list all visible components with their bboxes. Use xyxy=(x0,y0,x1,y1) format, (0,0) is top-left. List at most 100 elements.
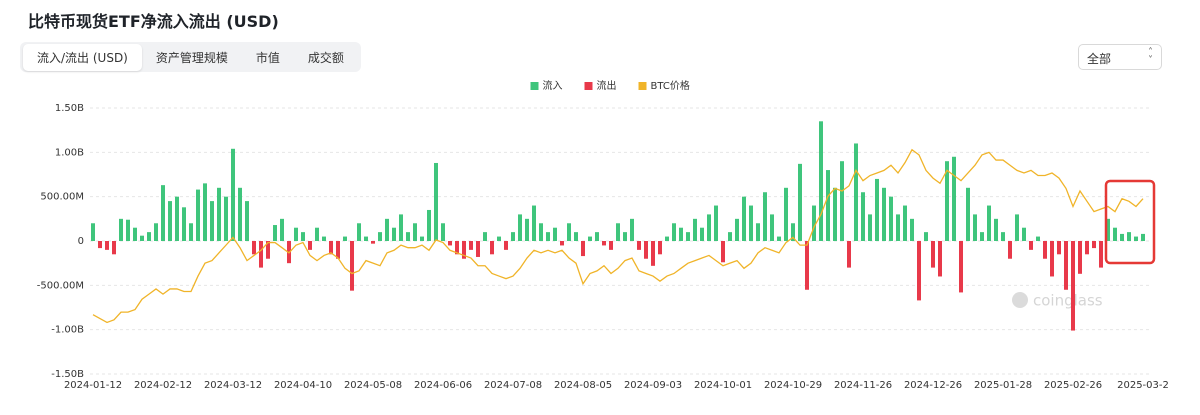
bar xyxy=(1043,241,1047,259)
bar xyxy=(945,161,949,241)
bar xyxy=(539,223,543,241)
bar xyxy=(861,192,865,241)
legend-label[interactable]: 流入 xyxy=(543,79,563,92)
y-tick-label: -1.00B xyxy=(51,325,84,336)
bar xyxy=(182,207,186,241)
bar xyxy=(763,192,767,241)
x-tick-label: 2024-01-12 xyxy=(64,380,122,391)
bar xyxy=(1015,214,1019,241)
bar xyxy=(644,241,648,259)
x-tick-label: 2025-02-26 xyxy=(1044,380,1102,391)
bar xyxy=(1113,227,1117,241)
bar xyxy=(896,214,900,241)
bar xyxy=(721,241,725,263)
bar xyxy=(714,205,718,241)
legend-swatch[interactable] xyxy=(584,82,593,90)
x-tick-label: 2024-04-10 xyxy=(274,380,332,391)
y-tick-label: 1.50B xyxy=(55,103,84,114)
bar xyxy=(469,241,473,250)
bar xyxy=(630,218,634,241)
bar xyxy=(525,218,529,241)
watermark-icon xyxy=(1012,292,1028,308)
bar xyxy=(266,241,270,259)
bar xyxy=(672,223,676,241)
bar xyxy=(910,218,914,241)
legend-label[interactable]: 流出 xyxy=(597,79,617,92)
x-tick-label: 2024-08-05 xyxy=(554,380,612,391)
bar xyxy=(294,227,298,241)
bar xyxy=(133,227,137,241)
bar xyxy=(1029,241,1033,250)
bar xyxy=(161,185,165,241)
bar xyxy=(952,156,956,241)
bar xyxy=(126,219,130,241)
y-tick-label: -1.50B xyxy=(51,369,84,380)
bar xyxy=(938,241,942,277)
bar xyxy=(350,241,354,291)
bar xyxy=(791,223,795,241)
legend-label[interactable]: BTC价格 xyxy=(651,79,690,92)
bar xyxy=(91,223,95,241)
bar xyxy=(959,241,963,293)
price-line xyxy=(92,148,1144,324)
bar xyxy=(917,241,921,301)
bar xyxy=(1085,241,1089,255)
y-tick-label: 500.00M xyxy=(40,192,84,203)
bar xyxy=(371,241,375,244)
bar xyxy=(742,196,746,241)
bar xyxy=(609,241,613,250)
bar xyxy=(987,205,991,241)
bar xyxy=(301,232,305,241)
bar xyxy=(567,223,571,241)
bar xyxy=(931,241,935,268)
x-tick-label: 2024-03-12 xyxy=(204,380,262,391)
bar xyxy=(889,196,893,241)
bar xyxy=(756,223,760,241)
tab[interactable]: 市值 xyxy=(255,50,280,65)
bar xyxy=(168,201,172,241)
bar xyxy=(1064,241,1068,290)
bar xyxy=(1106,218,1110,241)
bar xyxy=(1141,233,1145,241)
bar xyxy=(553,227,557,241)
tab[interactable]: 资产管理规模 xyxy=(155,50,228,65)
x-tick-label: 2024-09-03 xyxy=(624,380,682,391)
x-tick-label: 2025-01-28 xyxy=(974,380,1032,391)
legend-swatch[interactable] xyxy=(638,82,647,90)
bar xyxy=(546,232,550,241)
bar xyxy=(147,232,151,241)
bar xyxy=(224,196,228,241)
bar xyxy=(511,232,515,241)
tab[interactable]: 流入/流出 (USD) xyxy=(23,43,142,71)
bar xyxy=(308,241,312,250)
bar xyxy=(476,241,480,257)
bar xyxy=(679,227,683,241)
range-select[interactable]: 全部 ˄ ˅ xyxy=(1078,44,1162,70)
bar xyxy=(875,178,879,241)
x-tick-label: 2024-02-12 xyxy=(134,380,192,391)
bar xyxy=(1022,227,1026,241)
bar xyxy=(406,232,410,241)
watermark-text: coinglass xyxy=(1033,292,1103,310)
bar xyxy=(749,205,753,241)
bar xyxy=(784,187,788,241)
x-tick-label: 2024-10-01 xyxy=(694,380,752,391)
legend-swatch[interactable] xyxy=(530,82,539,90)
bar xyxy=(175,196,179,241)
bar xyxy=(1127,232,1131,241)
bar xyxy=(658,241,662,255)
bar xyxy=(826,170,830,241)
bar xyxy=(882,187,886,241)
bar xyxy=(1071,241,1075,331)
bar xyxy=(1036,236,1040,241)
watermark: coinglass xyxy=(1012,292,1103,310)
bar xyxy=(602,241,606,246)
bar xyxy=(490,241,494,255)
bar xyxy=(455,241,459,255)
tab[interactable]: 成交额 xyxy=(307,50,344,65)
y-tick-label: -500.00M xyxy=(37,280,84,291)
bar xyxy=(560,241,564,246)
bar xyxy=(532,205,536,241)
bar xyxy=(770,214,774,241)
